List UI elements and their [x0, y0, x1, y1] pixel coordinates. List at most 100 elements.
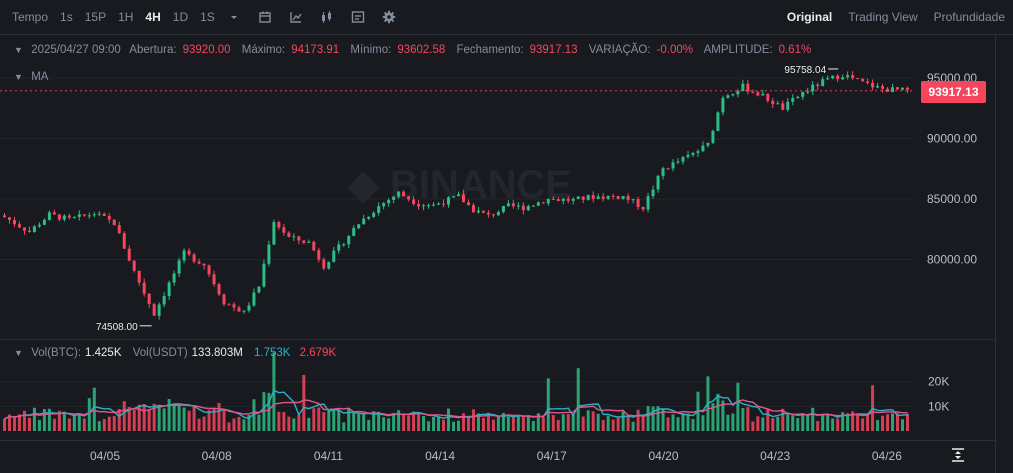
candle-body	[686, 155, 690, 158]
volume-bar	[506, 416, 510, 431]
candle-body	[856, 78, 860, 80]
volume-bar	[392, 413, 396, 431]
axis-settings-icon[interactable]	[948, 445, 968, 465]
volume-bar	[77, 413, 81, 431]
candle-body	[187, 250, 191, 255]
volume-bar	[711, 403, 715, 431]
candle-body	[456, 194, 460, 197]
candle-body	[12, 219, 16, 225]
volume-bar	[836, 418, 840, 431]
candle-body	[72, 216, 76, 218]
candle-body	[312, 241, 316, 251]
volume-bar	[551, 414, 555, 431]
indicator-icon[interactable]	[289, 10, 303, 24]
candle-body	[601, 196, 605, 199]
volume-bar	[896, 413, 900, 431]
volume-bar	[761, 417, 765, 431]
volume-bar	[731, 413, 735, 431]
volume-bar	[2, 418, 6, 431]
interval-4h[interactable]: 4H	[145, 10, 161, 24]
volume-bar	[636, 409, 640, 431]
volume-bar	[337, 410, 341, 431]
candle-body	[496, 212, 500, 216]
tab-depth[interactable]: Profundidade	[933, 10, 1005, 24]
interval-1h[interactable]: 1H	[118, 10, 134, 24]
candle-body	[407, 196, 411, 200]
time-tick-label: 04/23	[760, 449, 790, 463]
candle-body	[62, 215, 66, 220]
price-tick-label: 80000.00	[927, 252, 977, 266]
volume-bar	[417, 412, 421, 431]
volume-bar	[461, 413, 465, 431]
candle-body	[806, 91, 810, 93]
time-tick-label: 04/11	[314, 449, 343, 463]
toolbar-divider	[0, 34, 1013, 35]
candle-body	[22, 227, 26, 231]
volume-bar	[127, 407, 131, 431]
tab-trading-view[interactable]: Trading View	[848, 10, 918, 24]
candle-body	[551, 198, 555, 200]
candle-body	[821, 79, 825, 87]
volume-bar	[27, 417, 31, 431]
volume-ma5-line	[4, 389, 908, 420]
candle-body	[576, 196, 580, 199]
chevron-down-icon[interactable]	[227, 10, 241, 24]
chevron-down-icon[interactable]: ▼	[14, 45, 23, 55]
candle-body	[437, 203, 441, 205]
candle-body	[791, 97, 795, 102]
volume-bar	[17, 414, 21, 431]
close-label: Fechamento:	[456, 44, 524, 56]
interval-1d[interactable]: 1D	[172, 10, 189, 24]
interval-15m[interactable]: 15P	[84, 10, 107, 24]
layout-icon[interactable]	[351, 10, 365, 24]
volume-bars	[2, 352, 910, 431]
candle-body	[881, 86, 885, 89]
interval-1w[interactable]: 1S	[200, 10, 215, 24]
candle-body	[766, 93, 770, 101]
volume-bar	[866, 413, 870, 431]
tab-original[interactable]: Original	[786, 10, 833, 24]
volume-bar	[322, 412, 326, 431]
candle-body	[511, 203, 515, 207]
volume-bar	[806, 415, 810, 431]
candle-body	[132, 260, 136, 271]
volume-bar	[312, 408, 316, 431]
volume-bar	[571, 414, 575, 431]
volume-bar	[367, 419, 371, 431]
volume-bar	[332, 409, 336, 431]
calendar-icon[interactable]	[258, 10, 272, 24]
candle-body	[811, 84, 815, 92]
candle-body	[691, 152, 695, 156]
settings-icon[interactable]	[382, 10, 396, 24]
ma-legend: ▼ MA	[14, 71, 48, 83]
candle-body	[901, 87, 905, 90]
candle-body	[247, 305, 251, 311]
chevron-down-icon[interactable]: ▼	[14, 348, 23, 358]
candle-body	[761, 93, 765, 96]
candle-body	[212, 274, 216, 285]
candle-body	[27, 230, 31, 232]
interval-1s[interactable]: 1s	[60, 10, 73, 24]
candle-body	[7, 217, 11, 220]
candle-body	[447, 197, 451, 205]
volume-bar	[237, 416, 241, 431]
ohlc-legend: ▼ 2025/04/27 09:00 Abertura: 93920.00 Máx…	[14, 44, 819, 56]
amplitude-label: AMPLITUDE:	[703, 44, 773, 56]
candle-body	[681, 157, 685, 162]
volume-bar	[856, 414, 860, 431]
chevron-down-icon[interactable]: ▼	[14, 72, 23, 82]
chart-type-icon[interactable]	[320, 10, 334, 24]
volume-bar	[282, 412, 286, 431]
candle-body	[282, 227, 286, 233]
volume-bar	[342, 422, 346, 431]
candle-body	[776, 103, 780, 105]
candle-body	[242, 310, 246, 312]
candle-body	[82, 214, 86, 216]
volume-bar	[412, 411, 416, 431]
volume-bar	[387, 418, 391, 431]
candle-body	[626, 196, 630, 200]
volume-bar	[671, 414, 675, 431]
volume-bar	[491, 419, 495, 431]
volume-ma10-line	[4, 399, 908, 420]
